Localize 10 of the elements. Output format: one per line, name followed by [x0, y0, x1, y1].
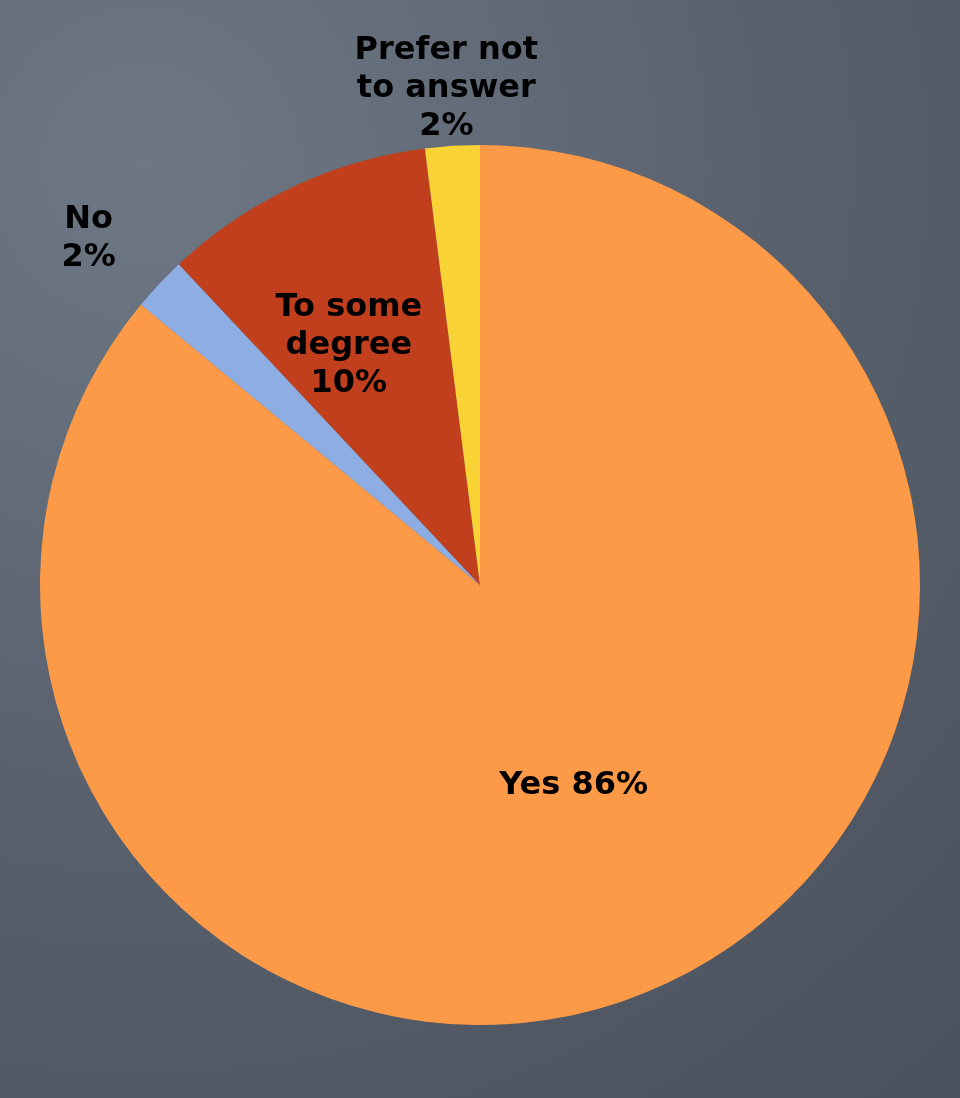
- data-label: 10%: [310, 362, 388, 401]
- pie-slice: [140, 264, 480, 585]
- slice-label: No: [64, 197, 114, 236]
- data-label: 2%: [419, 105, 474, 144]
- slice-label: To some degree: [275, 286, 423, 363]
- slice-label: Prefer not to answer: [354, 29, 539, 106]
- pie-slice: [40, 145, 920, 1025]
- data-label: 2%: [61, 235, 116, 274]
- pie-slice: [178, 148, 480, 585]
- slice-label: Yes 86%: [498, 764, 649, 803]
